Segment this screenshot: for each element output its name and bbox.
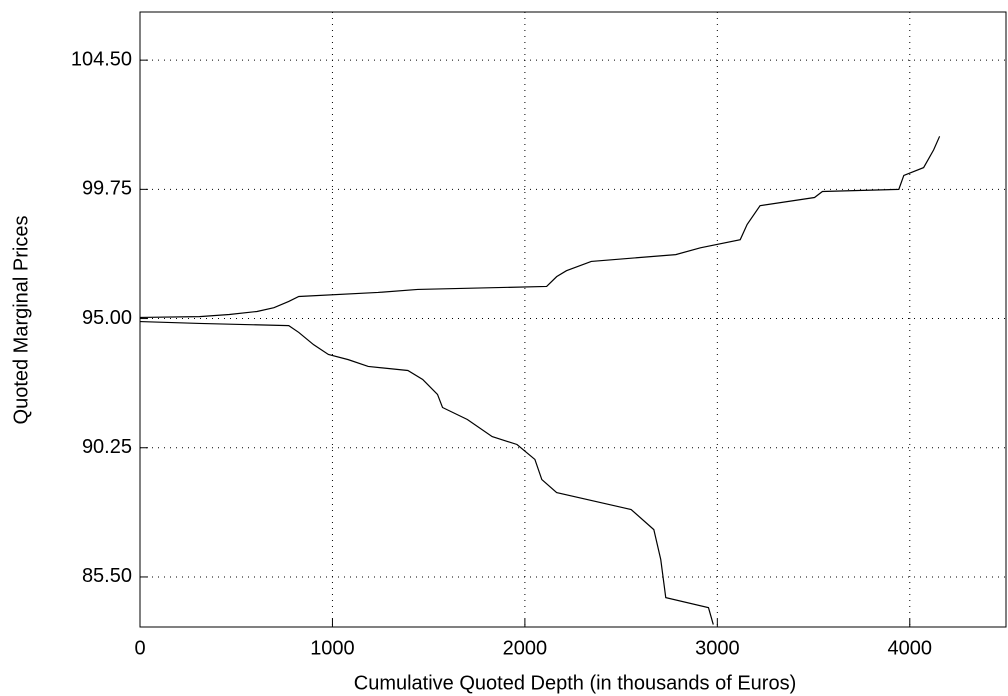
x-axis-label: Cumulative Quoted Depth (in thousands of… [354, 672, 796, 694]
plot-frame [139, 11, 1007, 628]
y-tick-label: 95.00 [82, 307, 132, 329]
x-tick-label: 0 [134, 637, 145, 659]
y-tick-label: 90.25 [82, 436, 132, 458]
line-series [139, 136, 941, 319]
y-tick-label: 99.75 [82, 178, 132, 200]
y-tick-label: 104.50 [71, 48, 132, 70]
x-tick-label: 1000 [310, 637, 355, 659]
y-axis-label: Quoted Marginal Prices [10, 216, 32, 425]
y-tick-label: 85.50 [82, 565, 132, 587]
x-tick-label: 2000 [503, 637, 548, 659]
x-tick-label: 3000 [695, 637, 740, 659]
line-series [139, 320, 714, 625]
x-tick-label: 4000 [888, 637, 933, 659]
